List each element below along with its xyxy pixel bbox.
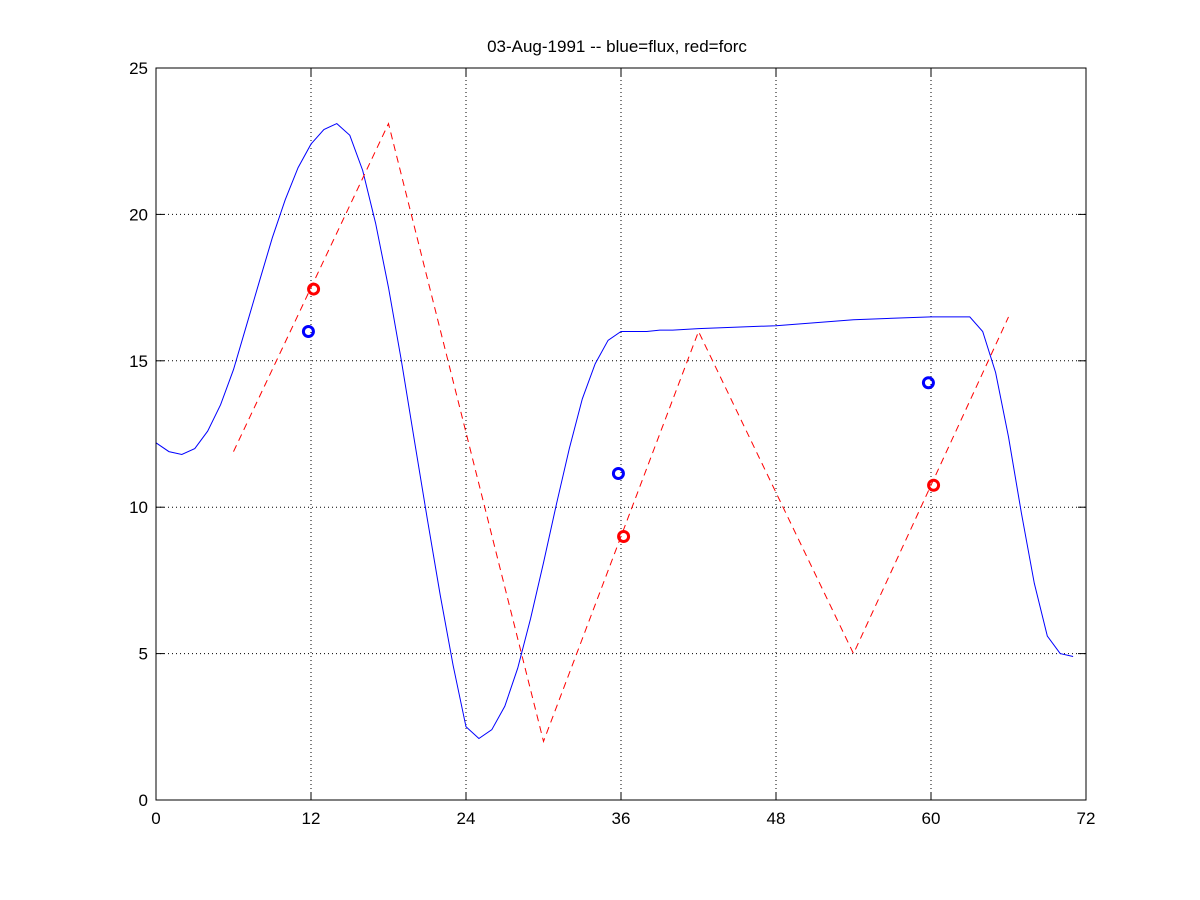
- data-point-marker: [307, 282, 321, 296]
- y-tick-label: 20: [129, 205, 148, 224]
- x-tick-label: 72: [1077, 809, 1096, 828]
- series-line-flux: [155, 123, 1074, 740]
- x-tick-label: 24: [457, 809, 476, 828]
- x-tick-label: 48: [767, 809, 786, 828]
- y-tick-label: 0: [139, 791, 148, 810]
- y-tick-label: 5: [139, 645, 148, 664]
- data-point-marker: [927, 478, 941, 492]
- y-tick-label: 25: [129, 59, 148, 78]
- y-tick-label: 15: [129, 352, 148, 371]
- series-layer: [155, 122, 1074, 744]
- axes: 0 12 24 36 48 60 72 0 5 10 15 20 25: [129, 59, 1095, 828]
- y-tick-label: 10: [129, 498, 148, 517]
- marker-layer: [301, 282, 941, 543]
- chart-title: 03-Aug-1991 -- blue=flux, red=forc: [487, 37, 747, 56]
- grid: [156, 68, 1086, 800]
- x-tick-label: 12: [302, 809, 321, 828]
- data-point-marker: [617, 529, 631, 543]
- x-tick-label: 60: [922, 809, 941, 828]
- data-point-marker: [301, 325, 315, 339]
- data-point-marker: [921, 376, 935, 390]
- data-point-marker: [611, 467, 625, 481]
- x-tick-label: 0: [151, 809, 160, 828]
- x-tick-label: 36: [612, 809, 631, 828]
- series-line-forc: [233, 122, 1009, 744]
- plot-frame: [155, 67, 1087, 801]
